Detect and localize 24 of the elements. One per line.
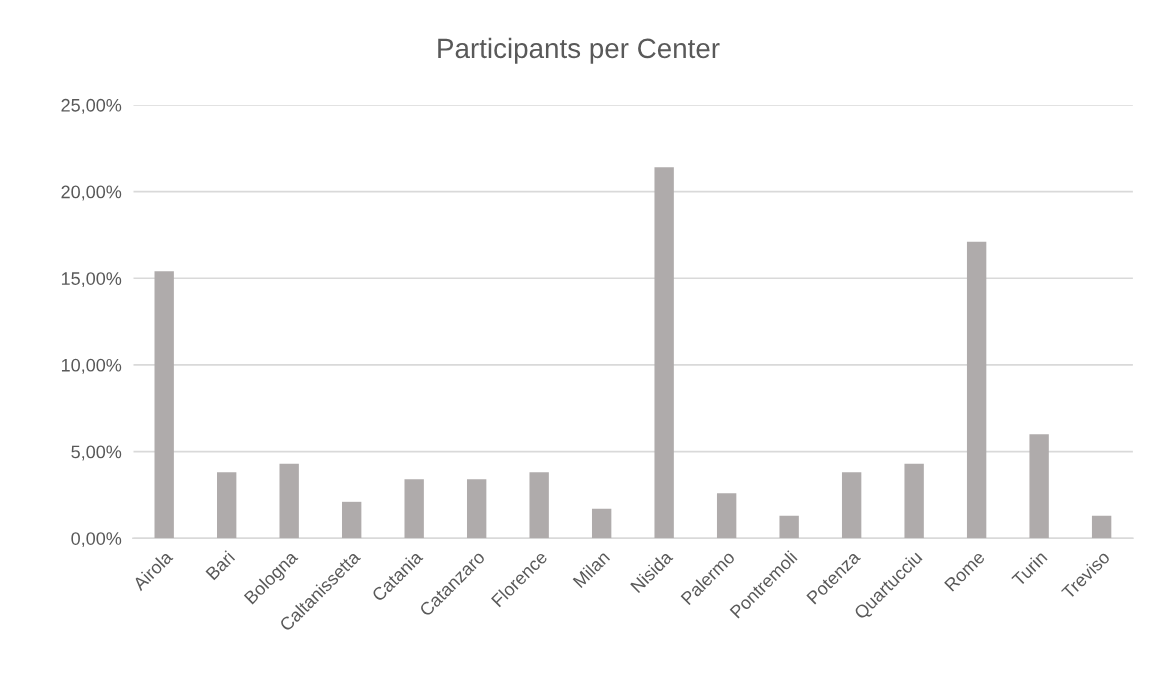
- y-tick-label: 25,00%: [61, 98, 122, 114]
- y-tick-label: 5,00%: [71, 445, 122, 461]
- bar: [904, 463, 924, 539]
- bar: [529, 472, 549, 539]
- bar: [1029, 434, 1049, 539]
- bar: [1091, 515, 1112, 539]
- bar: [779, 515, 799, 539]
- bar: [466, 479, 487, 539]
- y-tick-label: 0,00%: [71, 532, 122, 548]
- bar: [966, 241, 987, 539]
- bar: [716, 493, 737, 539]
- bar: [154, 271, 174, 539]
- x-tick-label: Bari: [205, 550, 236, 581]
- bar: [841, 472, 862, 539]
- bar: [591, 508, 612, 539]
- bar: [341, 501, 362, 539]
- bar: [654, 167, 674, 539]
- bar: [279, 463, 299, 539]
- y-tick-label: 10,00%: [61, 358, 122, 374]
- y-tick-label: 15,00%: [61, 272, 122, 288]
- y-tick-label: 20,00%: [61, 185, 122, 201]
- bar: [404, 479, 424, 539]
- bar: [217, 472, 237, 539]
- chart-title: Participants per Center: [438, 37, 720, 64]
